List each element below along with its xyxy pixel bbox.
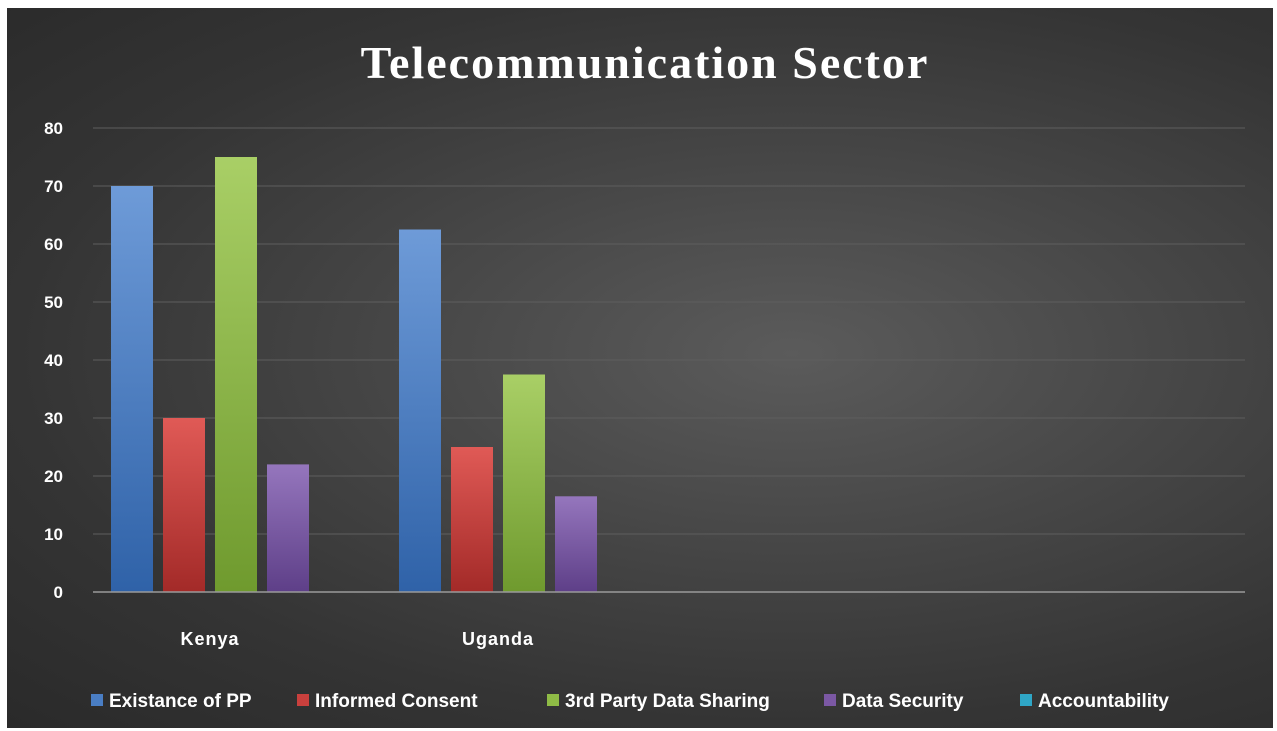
y-tick-label: 10: [44, 525, 63, 544]
bar-uganda-informed-consent: [451, 447, 493, 592]
chart-svg: Telecommunication Sector 0 10 20 30 40 50 60 70…: [44, 37, 1245, 712]
bar-kenya-existance-of-pp: [111, 186, 153, 592]
bar-kenya-3rd-party-data-sharing: [215, 157, 257, 592]
legend-label: Data Security: [842, 691, 964, 712]
x-category-label: Kenya: [180, 629, 239, 649]
legend-swatch: [547, 694, 559, 706]
y-tick-label: 30: [44, 409, 63, 428]
legend-label: Informed Consent: [315, 691, 478, 712]
y-tick-label: 70: [44, 177, 63, 196]
chart-frame: Telecommunication Sector 0 10 20 30 40 50 60 70…: [7, 8, 1273, 728]
y-axis-ticks: 0 10 20 30 40 50 60 70 80: [44, 119, 63, 602]
legend-swatch: [91, 694, 103, 706]
y-tick-label: 50: [44, 293, 63, 312]
grid-lines: [93, 127, 1245, 535]
y-tick-label: 20: [44, 467, 63, 486]
legend-label: Accountability: [1038, 691, 1169, 712]
y-tick-label: 80: [44, 119, 63, 138]
chart-title: Telecommunication Sector: [361, 37, 930, 88]
x-axis-categories: Kenya Uganda: [180, 629, 534, 649]
legend: Existance of PP Informed Consent 3rd Party…: [91, 691, 1169, 712]
legend-swatch: [297, 694, 309, 706]
y-tick-label: 60: [44, 235, 63, 254]
bars: [111, 157, 597, 592]
y-tick-label: 40: [44, 351, 63, 370]
x-category-label: Uganda: [462, 629, 534, 649]
bar-uganda-data-security: [555, 496, 597, 592]
legend-swatch: [1020, 694, 1032, 706]
bar-kenya-informed-consent: [163, 418, 205, 592]
legend-swatch: [824, 694, 836, 706]
legend-label: 3rd Party Data Sharing: [565, 691, 770, 712]
legend-label: Existance of PP: [109, 691, 252, 712]
y-tick-label: 0: [54, 583, 63, 602]
bar-uganda-existance-of-pp: [399, 229, 441, 592]
bar-uganda-3rd-party-data-sharing: [503, 374, 545, 592]
bar-kenya-data-security: [267, 464, 309, 592]
